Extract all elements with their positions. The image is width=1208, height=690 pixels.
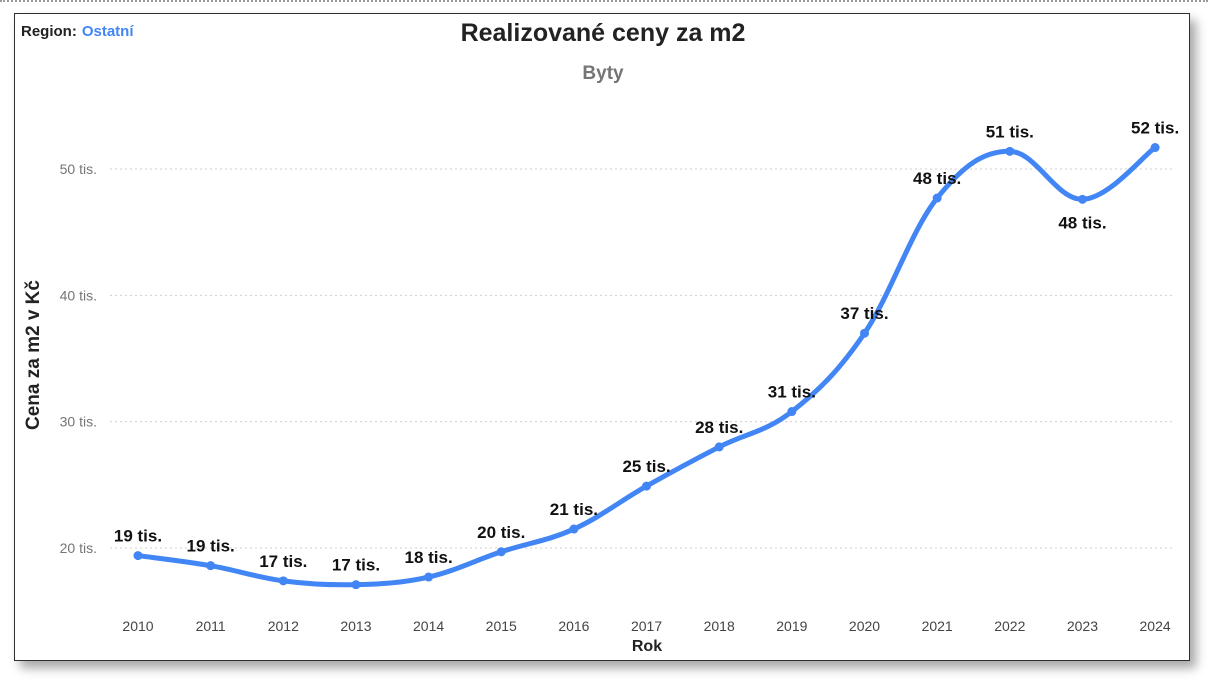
data-point[interactable] (424, 572, 434, 582)
data-point[interactable] (278, 576, 288, 586)
x-tick-label: 2023 (1067, 618, 1098, 634)
data-label: 52 tis. (1131, 119, 1179, 138)
data-point[interactable] (1150, 143, 1160, 153)
x-tick-label: 2012 (268, 618, 299, 634)
x-tick-label: 2021 (922, 618, 953, 634)
line-chart: Realizované ceny za m2 Byty Cena za m2 v… (23, 19, 1179, 655)
data-point[interactable] (714, 442, 724, 452)
region-filter: Region: Ostatní (21, 23, 134, 40)
data-label: 37 tis. (840, 304, 888, 323)
chart-card: Region: Ostatní Realizované ceny za m2 By… (14, 13, 1190, 661)
data-label: 48 tis. (1058, 213, 1106, 232)
data-label: 25 tis. (622, 457, 670, 476)
data-point[interactable] (496, 547, 506, 557)
x-tick-label: 2011 (196, 618, 226, 634)
x-tick-label: 2024 (1140, 618, 1171, 634)
region-label: Region: (21, 23, 77, 40)
y-tick-label: 20 tis. (60, 540, 97, 556)
data-point[interactable] (351, 580, 361, 590)
data-point[interactable] (860, 328, 869, 338)
data-label: 19 tis. (187, 537, 235, 556)
x-tick-label: 2014 (413, 618, 444, 634)
y-tick-label: 40 tis. (60, 287, 97, 303)
top-dotted-border (0, 0, 1208, 2)
data-label: 51 tis. (986, 122, 1034, 141)
x-tick-label: 2020 (849, 618, 880, 634)
data-point[interactable] (642, 481, 652, 491)
x-tick-label: 2017 (631, 618, 662, 634)
x-tick-label: 2018 (704, 618, 735, 634)
data-label: 21 tis. (550, 500, 598, 519)
data-label: 31 tis. (768, 383, 816, 402)
x-tick-label: 2013 (340, 618, 371, 634)
y-axis-title: Cena za m2 v Kč (23, 280, 44, 430)
x-tick-label: 2019 (776, 618, 807, 634)
x-tick-label: 2015 (486, 618, 517, 634)
series-line (135, 145, 1158, 588)
data-point[interactable] (932, 193, 942, 203)
y-tick-label: 50 tis. (60, 161, 97, 177)
data-label: 48 tis. (913, 169, 961, 188)
chart-subtitle: Byty (582, 63, 624, 84)
data-label: 17 tis. (332, 556, 380, 575)
chart-title: Realizované ceny za m2 (461, 19, 746, 47)
data-label: 19 tis. (114, 527, 162, 546)
data-point[interactable] (569, 524, 579, 534)
data-point[interactable] (1077, 194, 1087, 204)
data-label: 18 tis. (404, 548, 452, 567)
data-label: 20 tis. (477, 523, 525, 542)
data-point[interactable] (206, 561, 216, 571)
region-value[interactable]: Ostatní (81, 23, 134, 40)
x-tick-label: 2016 (558, 618, 589, 634)
data-point[interactable] (1005, 146, 1015, 156)
x-tick-label: 2022 (994, 618, 1025, 634)
x-tick-label: 2010 (122, 618, 153, 634)
data-label: 28 tis. (695, 418, 743, 437)
data-point[interactable] (787, 407, 797, 417)
data-point[interactable] (133, 551, 143, 561)
data-label: 17 tis. (259, 552, 307, 571)
x-axis-title: Rok (632, 638, 662, 655)
y-tick-label: 30 tis. (60, 414, 97, 430)
